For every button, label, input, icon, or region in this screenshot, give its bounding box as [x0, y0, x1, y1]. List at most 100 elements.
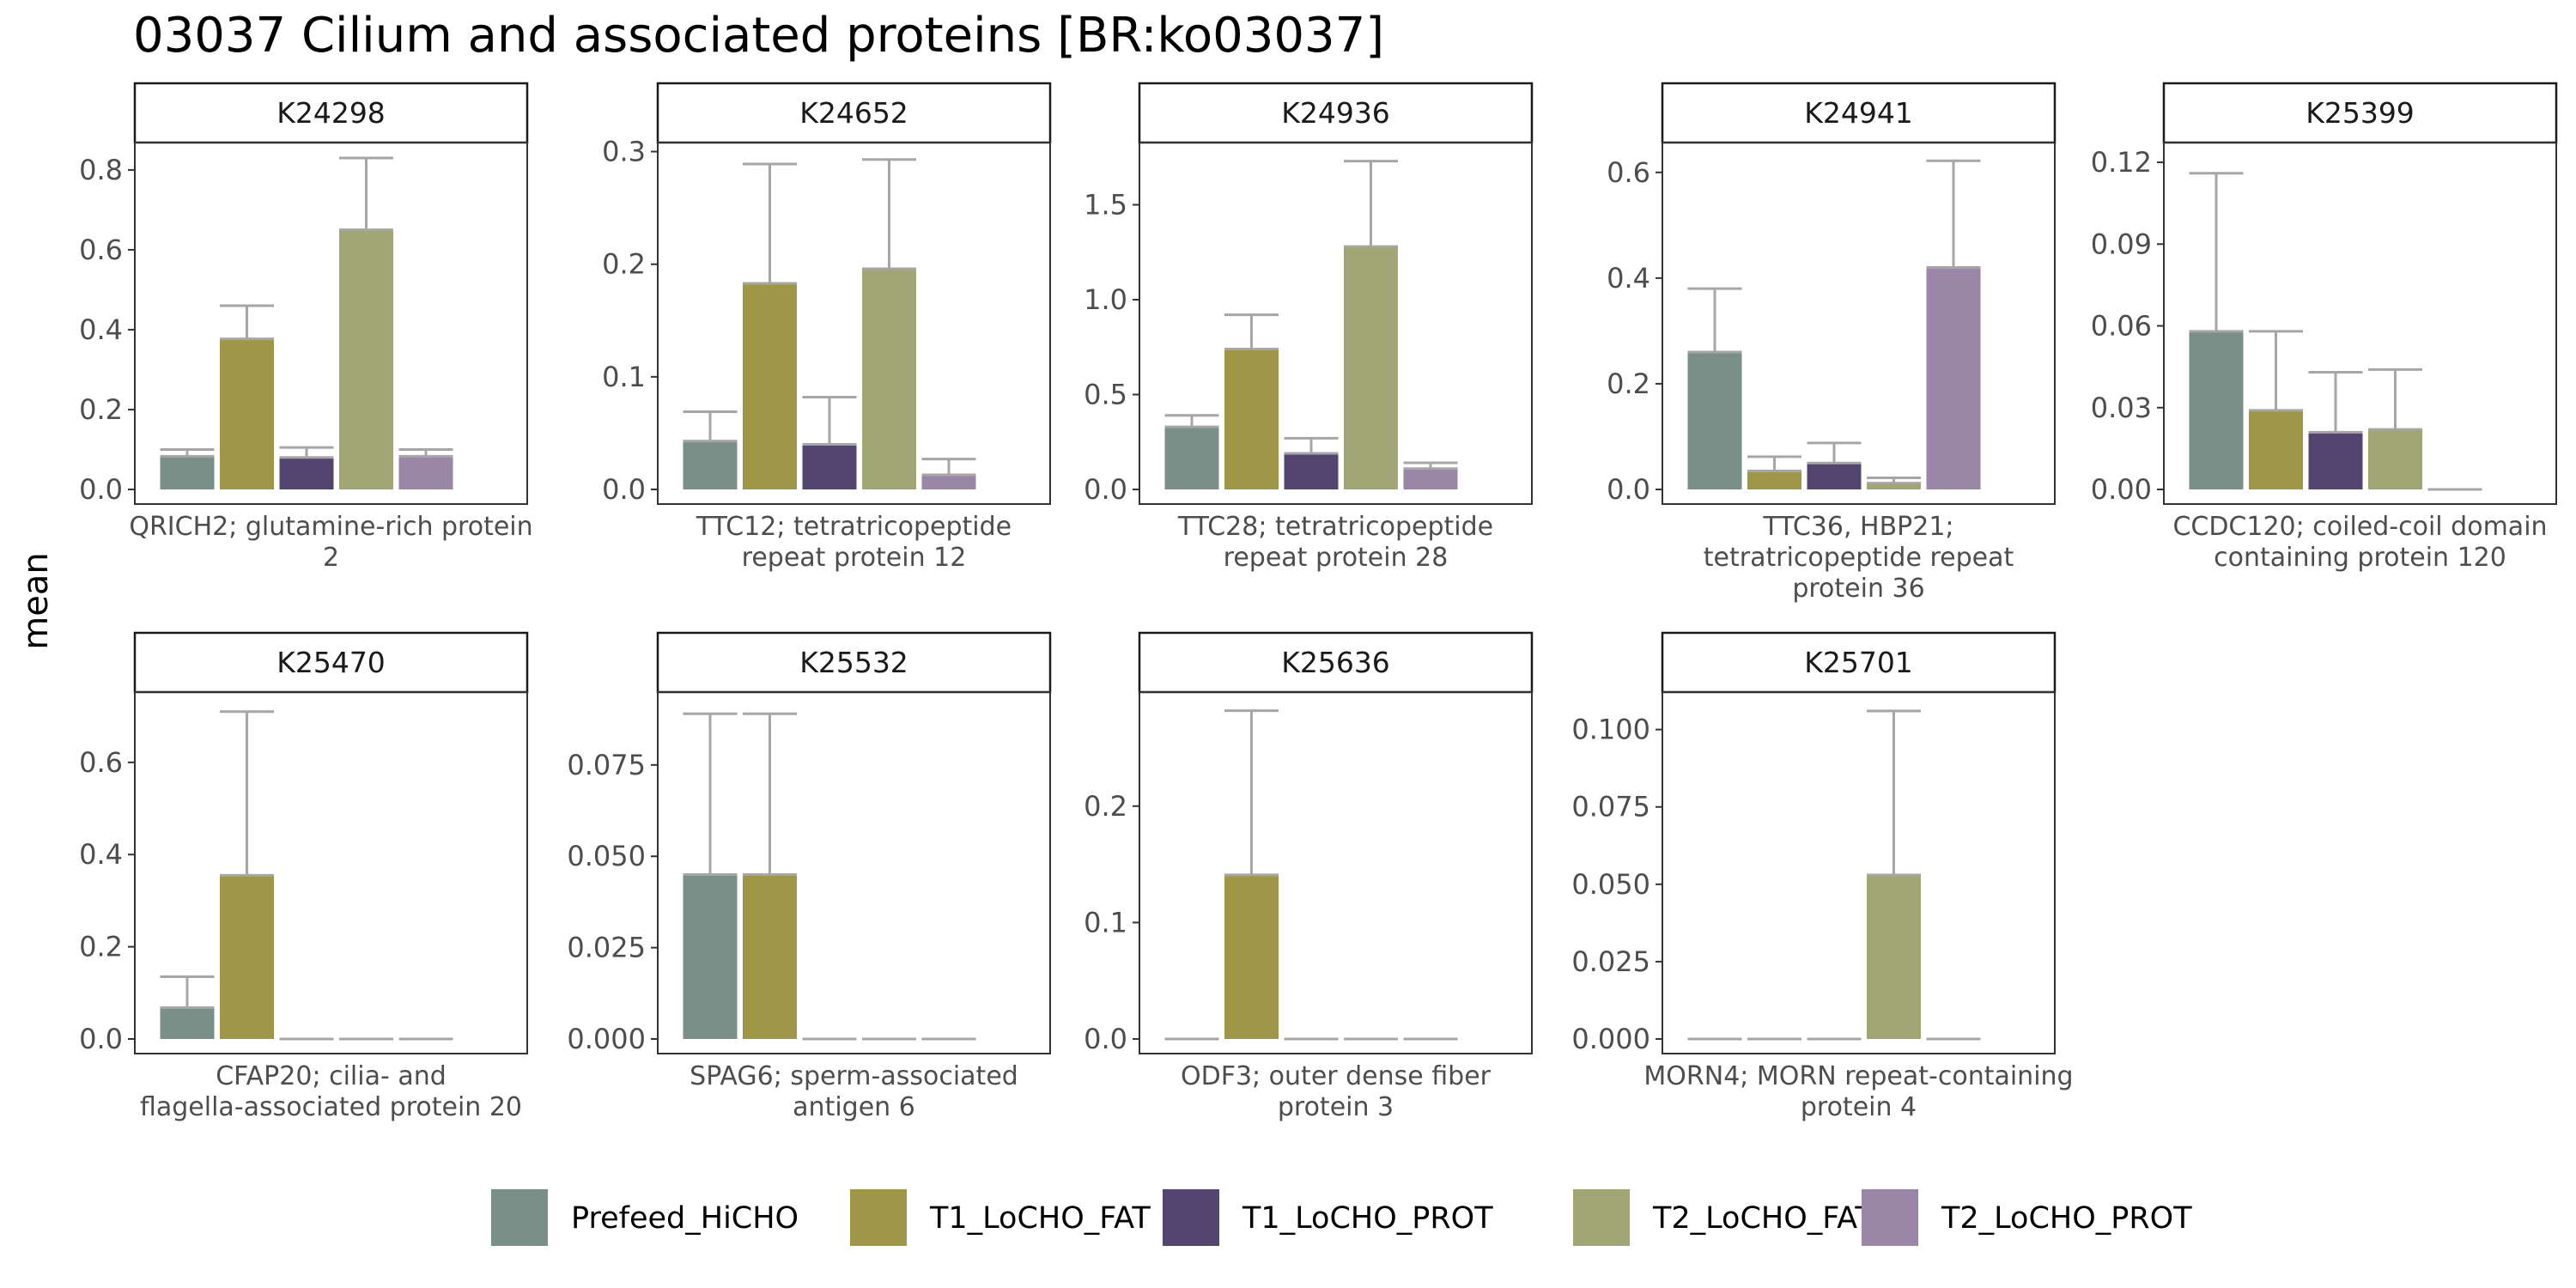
y-tick-label: 0.2: [79, 931, 123, 963]
bar-Prefeed_HiCHO: [1164, 427, 1219, 489]
y-tick-label: 0.2: [1084, 790, 1127, 823]
strip-label: K25470: [276, 646, 386, 679]
strip-label: K24941: [1804, 96, 1913, 130]
legend-label: T1_LoCHO_PROT: [1242, 1201, 1493, 1236]
panel-K25399: K25399 0.00 0.03 0.06 0.09 0.12 CCDC120; coile…: [2091, 82, 2558, 573]
y-tick-label: 0.09: [2091, 228, 2152, 260]
bar-T2_LoCHO_FAT: [1344, 246, 1398, 489]
panel-K24298: K24298 0.0 0.2 0.4 0.6 0.8 QRICH2; glutamine-r…: [79, 82, 533, 573]
panel-K25701: K25701 0.000 0.025 0.050 0.075 0.100 MORN4; MO…: [1571, 631, 2074, 1122]
legend-label: T1_LoCHO_FAT: [929, 1201, 1151, 1236]
plot-panel: [2163, 142, 2557, 505]
bar-T1_LoCHO_PROT: [802, 444, 857, 489]
y-tick-label: 1.5: [1084, 189, 1127, 222]
y-tick-label: 1.0: [1084, 283, 1127, 316]
bar-T2_LoCHO_FAT: [862, 268, 916, 489]
strip-header: [656, 82, 1052, 144]
y-tick-label: 0.1: [602, 361, 646, 393]
strip-header: [133, 82, 529, 144]
strip-header: [1661, 82, 2057, 144]
y-tick-label: 0.00: [2091, 473, 2152, 506]
y-axis-label: mean: [16, 552, 56, 649]
y-tick-label: 0.6: [1607, 156, 1650, 189]
bar-T1_LoCHO_FAT: [1224, 874, 1279, 1039]
legend: Prefeed_HiCHO T1_LoCHO_FAT T1_LoCHO_PROT T2…: [491, 1189, 2192, 1246]
strip-label: K25636: [1281, 646, 1390, 679]
legend-label: T2_LoCHO_PROT: [1941, 1201, 2192, 1236]
y-tick-label: 0.0: [602, 473, 646, 506]
strip-label: K25399: [2306, 96, 2415, 130]
category-label: CFAP20; cilia- and flagella-associated pr…: [140, 1061, 522, 1122]
plot-panel: [1139, 691, 1533, 1054]
y-tick-label: 0.2: [79, 393, 123, 426]
bar-Prefeed_HiCHO: [2189, 331, 2244, 489]
strip-label: K24298: [276, 96, 386, 130]
legend-key: [1163, 1189, 1219, 1246]
y-tick-label: 0.050: [567, 840, 646, 872]
y-tick-label: 0.100: [1571, 714, 1650, 746]
y-tick-label: 0.2: [1607, 368, 1650, 400]
bar-T1_LoCHO_PROT: [1807, 463, 1862, 489]
bar-T1_LoCHO_PROT: [2308, 432, 2363, 489]
y-tick-label: 0.12: [2091, 146, 2152, 179]
y-tick-label: 0.0: [79, 1023, 123, 1055]
y-tick-label: 0.4: [1607, 262, 1650, 295]
bar-Prefeed_HiCHO: [1687, 352, 1742, 489]
legend-item: Prefeed_HiCHO: [491, 1189, 799, 1246]
y-tick-label: 0.075: [1571, 791, 1650, 823]
y-tick-label: 0.0: [1084, 1023, 1127, 1055]
legend-item: T2_LoCHO_PROT: [1862, 1189, 2192, 1246]
plot-panel: [1139, 142, 1533, 505]
category-label: TTC12; tetratricopeptide repeat protein 1…: [696, 512, 1012, 573]
plot-panel: [1662, 691, 2056, 1054]
category-label: QRICH2; glutamine-rich protein 2: [129, 512, 532, 573]
y-tick-label: 0.050: [1571, 868, 1650, 901]
category-label: TTC36, HBP21; tetratricopeptide repeat pro…: [1704, 512, 2014, 604]
bar-Prefeed_HiCHO: [683, 440, 738, 489]
strip-label: K24936: [1281, 96, 1390, 130]
bar-T2_LoCHO_FAT: [339, 229, 393, 489]
bar-T1_LoCHO_FAT: [1224, 349, 1279, 489]
legend-key: [1573, 1189, 1630, 1246]
legend-key: [491, 1189, 548, 1246]
category-label: CCDC120; coiled-coil domain containing pr…: [2172, 512, 2547, 573]
chart-title: 03037 Cilium and associated proteins [BR…: [133, 8, 1384, 64]
category-label: SPAG6; sperm-associated antigen 6: [690, 1061, 1018, 1122]
legend-item: T1_LoCHO_FAT: [850, 1189, 1151, 1246]
strip-header: [656, 631, 1052, 694]
y-tick-label: 0.6: [79, 234, 123, 266]
y-tick-label: 0.0: [1607, 473, 1650, 506]
y-tick-label: 0.025: [1571, 945, 1650, 978]
bar-T1_LoCHO_PROT: [1284, 453, 1339, 489]
bar-T2_LoCHO_PROT: [921, 474, 976, 489]
strip-header: [1138, 82, 1534, 144]
panel-K25636: K25636 0.0 0.1 0.2 ODF3; outer dense fiber pr…: [1084, 631, 1534, 1122]
panel-K24652: K24652 0.0 0.1 0.2 0.3 TTC12; tetratricopepti…: [602, 82, 1052, 573]
y-tick-label: 0.0: [1084, 473, 1127, 506]
legend-item: T2_LoCHO_FAT: [1573, 1189, 1874, 1246]
bar-Prefeed_HiCHO: [683, 874, 738, 1039]
bar-T2_LoCHO_PROT: [398, 456, 453, 489]
legend-item: T1_LoCHO_PROT: [1163, 1189, 1493, 1246]
bar-T1_LoCHO_FAT: [2249, 410, 2303, 489]
panel-K24936: K24936 0.0 0.5 1.0 1.5 TTC28; tetratricopepti…: [1084, 82, 1534, 573]
bar-T1_LoCHO_FAT: [220, 875, 274, 1039]
y-tick-label: 0.000: [1571, 1023, 1650, 1055]
bar-T1_LoCHO_FAT: [220, 338, 274, 489]
strip-label: K25532: [799, 646, 908, 679]
plot-panel: [1662, 142, 2056, 505]
y-tick-label: 0.1: [1084, 906, 1127, 939]
bar-T2_LoCHO_PROT: [1403, 468, 1458, 489]
y-tick-label: 0.000: [567, 1023, 646, 1055]
bar-T1_LoCHO_PROT: [279, 457, 334, 489]
y-tick-label: 0.8: [79, 154, 123, 186]
y-tick-label: 0.4: [79, 313, 123, 346]
strip-header: [1661, 631, 2057, 694]
bar-T1_LoCHO_FAT: [743, 283, 797, 489]
category-label: MORN4; MORN repeat-containing protein 4: [1643, 1061, 2073, 1122]
strip-header: [133, 631, 529, 694]
strip-header: [2162, 82, 2558, 144]
y-tick-label: 0.06: [2091, 310, 2152, 343]
plot-panel: [657, 691, 1051, 1054]
